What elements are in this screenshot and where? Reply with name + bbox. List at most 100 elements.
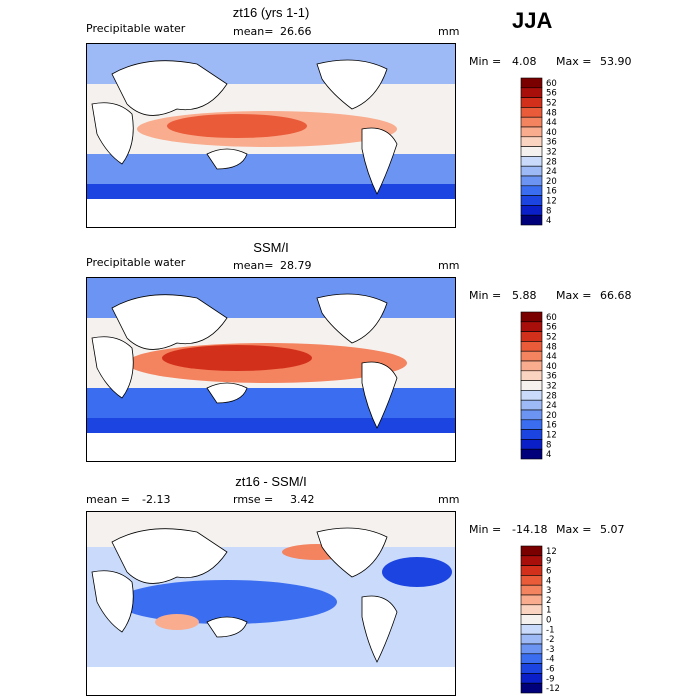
panel-2-units: mm: [438, 259, 460, 272]
colorbar-1-cell-8: [520, 156, 543, 167]
colorbar-2-tick-11: 16: [546, 421, 557, 431]
panel-3-mean-label: mean =: [86, 493, 130, 506]
panel-2-mean-value: 28.79: [280, 259, 312, 272]
colorbar-3-cell-12: [520, 663, 543, 674]
panel-1-mean-label: mean=: [233, 25, 274, 38]
colorbar-2-tick-5: 40: [546, 362, 557, 372]
colorbar-1-cell-14: [520, 214, 543, 226]
colorbar-2-cell-0: [520, 311, 543, 323]
colorbar-3-tick-14: -12: [546, 684, 560, 694]
colorbar-3-tick-0: 12: [546, 547, 557, 557]
colorbar-3-tick-13: -9: [546, 674, 554, 684]
australia-land: [206, 148, 248, 170]
antarctica: [87, 433, 455, 461]
colorbar-2-tick-14: 4: [546, 450, 551, 460]
colorbar-1-cell-0: [520, 77, 543, 89]
colorbar-1-cell-3: [520, 107, 543, 118]
colorbar-1-tick-0: 60: [546, 79, 557, 89]
panel-2-min-label: Min =: [469, 289, 502, 302]
colorbar-3-cell-9: [520, 633, 543, 645]
south-america-land: [361, 595, 398, 663]
colorbar-3-tick-2: 6: [546, 567, 551, 577]
panel-1-max-label: Max =: [556, 55, 592, 68]
north-america-land: [316, 527, 388, 578]
colorbar-1-tick-3: 48: [546, 108, 557, 118]
colorbar-1-tick-10: 20: [546, 177, 557, 187]
colorbar-1-cell-2: [520, 97, 543, 108]
north-america-land: [316, 293, 388, 344]
panel-3-units: mm: [438, 493, 460, 506]
colorbar-2-cell-2: [520, 331, 543, 342]
south-america-land: [361, 361, 398, 429]
colorbar-2-cell-1: [520, 321, 543, 332]
colorbar-3-cell-13: [520, 673, 543, 684]
colorbar-3-tick-5: 2: [546, 596, 551, 606]
colorbar-1-cell-1: [520, 87, 543, 98]
eurasia-land: [111, 294, 228, 350]
colorbar-2-cell-7: [520, 380, 543, 391]
colorbar-2-tick-9: 24: [546, 401, 557, 411]
colorbar-3-tick-6: 1: [546, 606, 551, 616]
colorbar-2-tick-13: 8: [546, 440, 551, 450]
north-atlantic-negative: [382, 557, 452, 587]
colorbar-2-cell-14: [520, 448, 543, 460]
colorbar-3-cell-6: [520, 604, 543, 615]
colorbar-3-tick-3: 4: [546, 576, 551, 586]
colorbar-1-tick-5: 40: [546, 128, 557, 138]
colorbar-2-tick-0: 60: [546, 313, 557, 323]
colorbar-2-cell-13: [520, 439, 543, 450]
colorbar-2-tick-6: 36: [546, 372, 557, 382]
panel-1-title: zt16 (yrs 1-1): [232, 5, 310, 20]
panel-1-min-label: Min =: [469, 55, 502, 68]
colorbar-1-cell-4: [520, 116, 543, 128]
warm-pool: [167, 114, 307, 138]
colorbar-1-tick-13: 8: [546, 206, 551, 216]
colorbar-1-tick-8: 28: [546, 157, 557, 167]
colorbar-3-tick-11: -4: [546, 655, 554, 665]
colorbar-3-cell-10: [520, 643, 543, 655]
panel-1-map: [86, 43, 456, 228]
australia-land: [206, 616, 248, 638]
colorbar-1-tick-1: 56: [546, 89, 557, 99]
australia-land: [206, 382, 248, 404]
panel-3-mean-value: -2.13: [142, 493, 171, 506]
colorbar-2-tick-1: 56: [546, 323, 557, 333]
colorbar-3-tick-12: -6: [546, 665, 554, 675]
colorbar-3-cell-4: [520, 584, 543, 596]
colorbar-3-tick-4: 3: [546, 586, 551, 596]
warm-pool: [162, 345, 312, 371]
colorbar-3-cell-14: [520, 682, 543, 694]
colorbar-1-tick-14: 4: [546, 216, 551, 226]
panel-3-min-label: Min =: [469, 523, 502, 536]
panel-2-mean-label: mean=: [233, 259, 274, 272]
colorbar-3-tick-7: 0: [546, 616, 551, 626]
panel-1-units: mm: [438, 25, 460, 38]
panel-2-map-svg: [87, 278, 455, 461]
colorbar-1-cell-10: [520, 175, 543, 187]
north-america-land: [316, 59, 388, 110]
south-midlat-band: [87, 154, 455, 184]
colorbar-1-cell-13: [520, 205, 543, 216]
colorbar-1-tick-4: 44: [546, 118, 557, 128]
panel-2-min-value: 5.88: [512, 289, 537, 302]
colorbar-2-tick-10: 20: [546, 411, 557, 421]
colorbar-2-cell-6: [520, 370, 543, 381]
colorbar-2-tick-8: 28: [546, 391, 557, 401]
colorbar-3-cell-2: [520, 565, 543, 576]
south-america-land: [361, 127, 398, 195]
antarctica: [87, 199, 455, 227]
africa-land: [91, 102, 134, 165]
colorbar-1-cell-5: [520, 126, 543, 138]
colorbar-2-tick-3: 48: [546, 342, 557, 352]
colorbar-2-cell-5: [520, 360, 543, 372]
africa-land: [91, 570, 134, 633]
panel-2-max-value: 66.68: [600, 289, 632, 302]
eurasia-land: [111, 528, 228, 584]
africa-land: [91, 336, 134, 399]
panel-3-map: [86, 511, 456, 696]
colorbar-3-cell-0: [520, 545, 543, 557]
colorbar-2-cell-12: [520, 429, 543, 440]
colorbar-1-cell-6: [520, 136, 543, 147]
colorbar-2-cell-4: [520, 350, 543, 362]
colorbar-1-tick-6: 36: [546, 138, 557, 148]
